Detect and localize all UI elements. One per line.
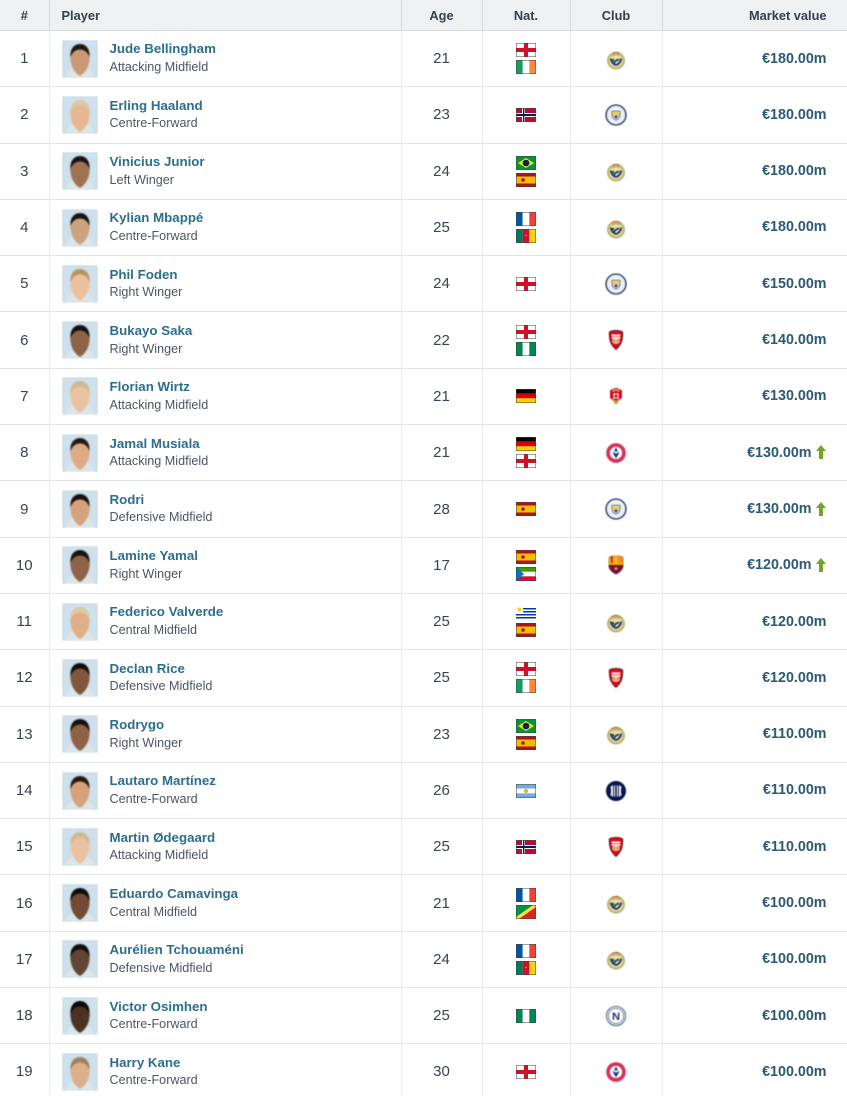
svg-text:N: N [612, 1011, 620, 1023]
